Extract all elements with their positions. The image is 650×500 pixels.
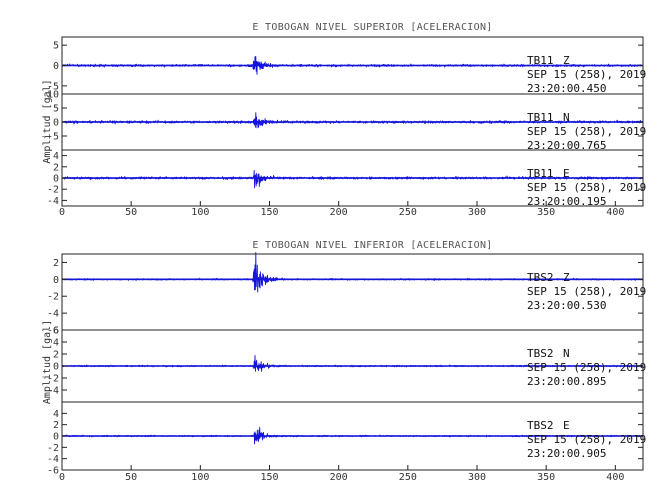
y-tick-label: -6 bbox=[47, 466, 59, 477]
y-tick-label: -4 bbox=[47, 196, 59, 207]
y-tick-label: 0 bbox=[53, 362, 59, 373]
y-tick-label: -2 bbox=[47, 374, 59, 385]
station-label: TB11 bbox=[527, 167, 554, 180]
y-tick-label: 4 bbox=[53, 151, 59, 162]
chart-group-superior: E TOBOGAN NIVEL SUPERIOR [ACELERACION]50… bbox=[42, 22, 646, 218]
x-tick-label: 100 bbox=[191, 472, 209, 483]
event-date: SEP 15 (258), 2019 bbox=[527, 285, 646, 298]
y-tick-label: 4 bbox=[53, 409, 59, 420]
x-tick-label: 0 bbox=[59, 472, 65, 483]
event-time: 23:20:00.895 bbox=[527, 375, 606, 388]
x-tick-label: 250 bbox=[399, 472, 417, 483]
y-tick-label: -4 bbox=[47, 454, 59, 465]
x-tick-label: 50 bbox=[125, 472, 137, 483]
y-axis-label: Amplitud [gal] bbox=[42, 79, 53, 163]
x-tick-label: 300 bbox=[468, 207, 486, 218]
x-tick-label: 400 bbox=[606, 207, 624, 218]
y-tick-label: 2 bbox=[53, 258, 59, 269]
x-tick-label: 150 bbox=[260, 472, 278, 483]
x-tick-label: 200 bbox=[330, 207, 348, 218]
y-tick-label: -5 bbox=[47, 81, 59, 92]
y-tick-label: 10 bbox=[47, 90, 59, 101]
y-tick-label: -2 bbox=[47, 443, 59, 454]
y-tick-label: -4 bbox=[47, 386, 59, 397]
station-label: TB11 bbox=[527, 54, 554, 67]
event-date: SEP 15 (258), 2019 bbox=[527, 181, 646, 194]
y-tick-label: 0 bbox=[53, 61, 59, 72]
component-label: Z bbox=[563, 54, 570, 67]
y-tick-label: -2 bbox=[47, 185, 59, 196]
y-tick-label: 2 bbox=[53, 420, 59, 431]
chart-group-inferior: E TOBOGAN NIVEL INFERIOR [ACELERACION]20… bbox=[42, 240, 646, 483]
y-tick-label: 5 bbox=[53, 41, 59, 52]
x-tick-label: 200 bbox=[330, 472, 348, 483]
y-tick-label: 0 bbox=[53, 275, 59, 286]
y-axis-label: Amplitud [gal] bbox=[42, 320, 53, 404]
y-tick-label: 0 bbox=[53, 118, 59, 129]
y-tick-label: 4 bbox=[53, 338, 59, 349]
component-label: N bbox=[563, 347, 570, 360]
plot-frame bbox=[61, 253, 644, 471]
y-tick-label: -6 bbox=[47, 326, 59, 337]
station-label: TBS2 bbox=[527, 419, 554, 432]
component-label: E bbox=[563, 419, 570, 432]
chart-title: E TOBOGAN NIVEL SUPERIOR [ACELERACION] bbox=[252, 22, 492, 33]
y-tick-label: 2 bbox=[53, 350, 59, 361]
event-date: SEP 15 (258), 2019 bbox=[527, 361, 646, 374]
event-time: 23:20:00.905 bbox=[527, 447, 606, 460]
plot-frame bbox=[61, 36, 644, 207]
event-date: SEP 15 (258), 2019 bbox=[527, 68, 646, 81]
chart-title: E TOBOGAN NIVEL INFERIOR [ACELERACION] bbox=[252, 240, 492, 251]
station-label: TB11 bbox=[527, 111, 554, 124]
component-label: E bbox=[563, 167, 570, 180]
y-tick-label: 5 bbox=[53, 104, 59, 115]
x-tick-label: 150 bbox=[260, 207, 278, 218]
component-label: Z bbox=[563, 271, 570, 284]
event-time: 23:20:00.530 bbox=[527, 299, 606, 312]
component-label: N bbox=[563, 111, 570, 124]
y-tick-label: 6 bbox=[53, 326, 59, 337]
event-time: 23:20:00.450 bbox=[527, 82, 606, 95]
x-tick-label: 350 bbox=[537, 472, 555, 483]
x-tick-label: 50 bbox=[125, 207, 137, 218]
x-tick-label: 400 bbox=[606, 472, 624, 483]
event-date: SEP 15 (258), 2019 bbox=[527, 125, 646, 138]
x-tick-label: 350 bbox=[537, 207, 555, 218]
x-tick-label: 300 bbox=[468, 472, 486, 483]
y-tick-label: 0 bbox=[53, 174, 59, 185]
y-tick-label: -4 bbox=[47, 309, 59, 320]
y-tick-label: -5 bbox=[47, 132, 59, 143]
x-tick-label: 250 bbox=[399, 207, 417, 218]
y-tick-label: -2 bbox=[47, 292, 59, 303]
x-tick-label: 0 bbox=[59, 207, 65, 218]
x-tick-label: 100 bbox=[191, 207, 209, 218]
station-label: TBS2 bbox=[527, 271, 554, 284]
event-time: 23:20:00.195 bbox=[527, 195, 606, 208]
event-time: 23:20:00.765 bbox=[527, 139, 606, 152]
y-tick-label: 2 bbox=[53, 162, 59, 173]
y-tick-label: 0 bbox=[53, 432, 59, 443]
event-date: SEP 15 (258), 2019 bbox=[527, 433, 646, 446]
station-label: TBS2 bbox=[527, 347, 554, 360]
